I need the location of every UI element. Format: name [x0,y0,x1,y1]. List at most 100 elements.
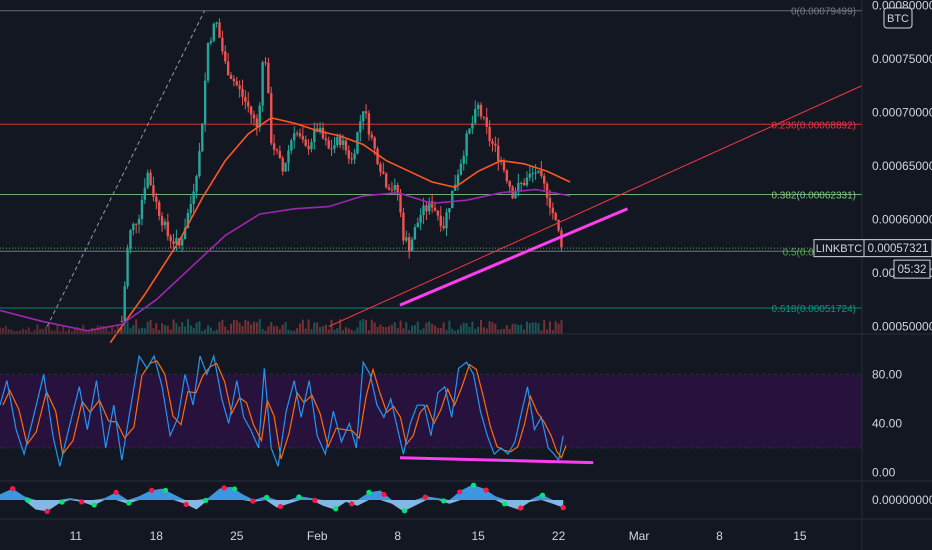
volume-bar [488,321,491,334]
price-pane[interactable]: 0(0.00079499) 0.236(0.00068892) 0.382(0.00… [0,7,863,344]
candle-body [445,212,448,229]
volume-bar [296,328,299,334]
currency-badge-label: BTC [887,13,909,25]
volume-bar [382,326,385,334]
candle-body [155,196,158,203]
price-axis[interactable]: 0.000800000.000750000.000700000.00065000… [872,0,932,334]
candle-body [180,239,184,246]
stochastic-divergence-trendline[interactable] [399,456,594,465]
stochastic-divergence-line[interactable] [399,456,594,465]
volume-bar [184,326,187,334]
price-tick-label: 0.00070000 [872,105,932,119]
stochastic-pane[interactable] [0,353,862,467]
volume-bar [307,319,310,334]
trendline[interactable] [399,207,629,307]
volume-bar [120,328,123,334]
volume-bar [195,322,198,334]
candle-body [522,182,526,186]
volume-bar [198,321,201,334]
candle-body [301,136,305,140]
volume-bar [457,329,460,334]
volume-bar [428,321,431,334]
fib-level-label: 0(0.00079499) [791,7,856,18]
time-tick-label: 15 [471,529,485,543]
volume-bars [0,319,563,334]
countdown-tag [893,259,931,279]
candle-body [203,80,207,124]
candle-body [520,182,523,184]
candle-body [462,155,465,164]
volume-bar [471,321,474,334]
macd-cross-dot [422,494,428,500]
volume-bar [105,326,108,334]
countdown-value: 05:32 [898,264,927,276]
volume-bar [1,327,4,334]
fib-level-label: 0.236(0.00068892) [771,120,856,131]
candle-body [198,151,201,177]
volume-bar [290,330,293,334]
trendline[interactable] [328,85,863,327]
currency-badge-box [883,7,913,29]
macd-axis[interactable]: 0.00000000 [872,493,932,507]
volume-bar [207,325,210,334]
macd-pane[interactable] [0,482,566,514]
volume-bar [508,328,511,334]
volume-bar [90,327,93,334]
stochastic-axis[interactable]: 80.00 40.00 0.00 [872,367,902,479]
candle-body [307,145,310,150]
macd-positive-area [0,484,564,500]
volume-bar [108,331,111,334]
volume-bar [494,323,497,334]
candle-body [442,225,445,229]
volume-bar [59,331,62,334]
volume-bar [10,329,13,334]
trendlines[interactable] [0,10,863,327]
volume-bar [321,326,324,334]
macd-cross-dot [560,505,566,511]
macd-cross-dot [79,499,85,505]
candle-body [201,123,204,152]
candle-body [382,171,385,174]
volume-bar [13,331,16,334]
volume-bar [113,329,116,334]
volume-bar [235,320,238,334]
trendline[interactable] [46,10,206,327]
volume-bar [79,328,82,334]
macd-cross-dot [264,494,270,500]
volume-bar [85,330,88,334]
candle-body [543,175,546,184]
last-price-marker: LINKBTC 0.00057321 05:32 [813,239,932,279]
volume-bar [201,330,204,334]
volume-bar [143,328,146,334]
time-axis[interactable]: 11 18 25 Feb 8 15 22 Mar 8 15 [70,529,807,543]
macd-cross-dot [203,497,209,503]
candle-body [528,173,532,178]
candle-body [258,105,261,128]
candle-body [485,117,488,127]
candle-body [229,75,233,79]
macd-cross-dot [518,505,524,511]
currency-badge[interactable]: BTC [883,7,913,29]
volume-bar [310,329,313,334]
candle-body [137,218,141,225]
volume-bar [126,321,129,334]
candle-body [508,181,511,187]
volume-bar [36,324,39,334]
macd-cross-dot [441,498,447,504]
candle-body [313,128,316,143]
candle-body [247,101,250,107]
volume-bar [548,321,551,334]
candle-body [476,104,480,110]
volume-bar [56,324,59,334]
candle-body [468,128,471,134]
volume-bar [304,328,307,334]
volume-bar [155,323,158,334]
volume-bar [327,329,330,334]
moving-averages [0,116,571,344]
macd-tick-label: 0.00000000 [872,493,932,507]
candle-body [310,142,313,150]
stochastic-overbought-oversold-band [0,374,862,448]
volume-bar [462,322,465,334]
candle-body [396,184,399,194]
